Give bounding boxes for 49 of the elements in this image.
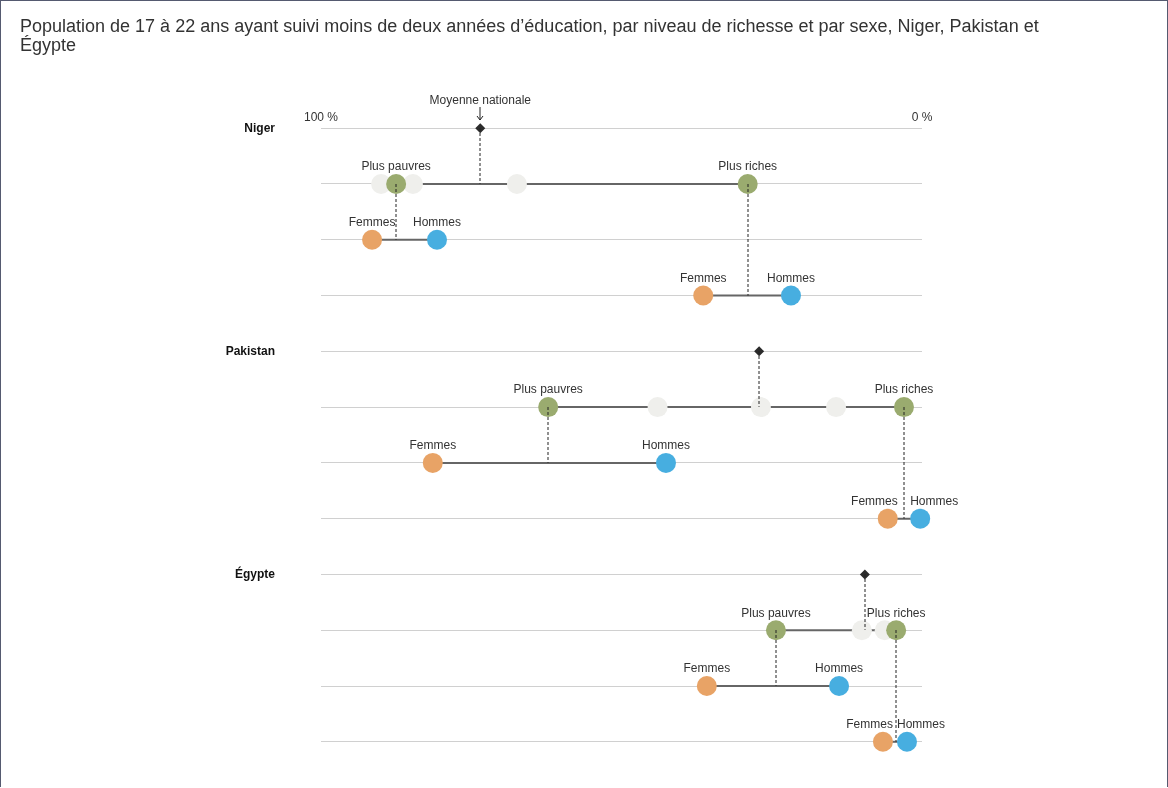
data-label: Hommes — [910, 493, 959, 508]
point — [910, 508, 931, 529]
point — [402, 173, 423, 194]
data-label: Femmes — [679, 270, 727, 285]
data-label: Plus pauvres — [741, 605, 811, 620]
point — [655, 452, 676, 473]
point — [386, 173, 407, 194]
point — [693, 285, 714, 306]
data-label: Femmes — [409, 438, 457, 453]
point — [829, 676, 850, 697]
x-tick-label: 0 % — [911, 110, 933, 125]
data-label: Femmes — [348, 215, 396, 230]
y-tick-label: Pakistan — [225, 343, 275, 358]
chart-title: Population de 17 à 22 ans ayant suivi moins de deux années d’éducation, par niveau de richesse et par sexe, Niger, Pakistan et Égypte — [20, 16, 1040, 55]
data-label: Hommes — [412, 215, 461, 230]
data-label: Hommes — [896, 717, 945, 732]
data-label: Hommes — [815, 661, 864, 676]
point — [538, 397, 559, 418]
data-label: Plus riches — [874, 382, 934, 397]
point — [426, 229, 447, 250]
point — [362, 229, 383, 250]
point — [886, 620, 907, 641]
data-label: Femmes — [846, 717, 893, 732]
point — [877, 508, 898, 529]
data-label: Plus pauvres — [513, 382, 583, 397]
point — [422, 452, 443, 473]
data-label: Hommes — [641, 438, 690, 453]
point — [647, 397, 668, 418]
point — [896, 731, 917, 752]
point — [780, 285, 801, 306]
point — [750, 397, 771, 418]
point — [737, 173, 758, 194]
point — [851, 620, 872, 641]
data-label: Moyenne nationale — [429, 92, 532, 107]
data-label: Femmes — [683, 661, 731, 676]
data-label: Plus pauvres — [361, 159, 431, 174]
point — [765, 620, 786, 641]
y-tick-label: Niger — [244, 120, 276, 135]
point — [506, 173, 527, 194]
point — [696, 676, 717, 697]
data-label: Plus riches — [866, 605, 926, 620]
point — [826, 397, 847, 418]
point — [893, 397, 914, 418]
y-tick-label: Égypte — [234, 565, 276, 581]
data-label: Hommes — [766, 270, 815, 285]
point — [872, 731, 893, 752]
data-label: Plus riches — [718, 159, 778, 174]
data-label: Femmes — [851, 493, 898, 508]
x-tick-label: 100 % — [303, 110, 339, 125]
